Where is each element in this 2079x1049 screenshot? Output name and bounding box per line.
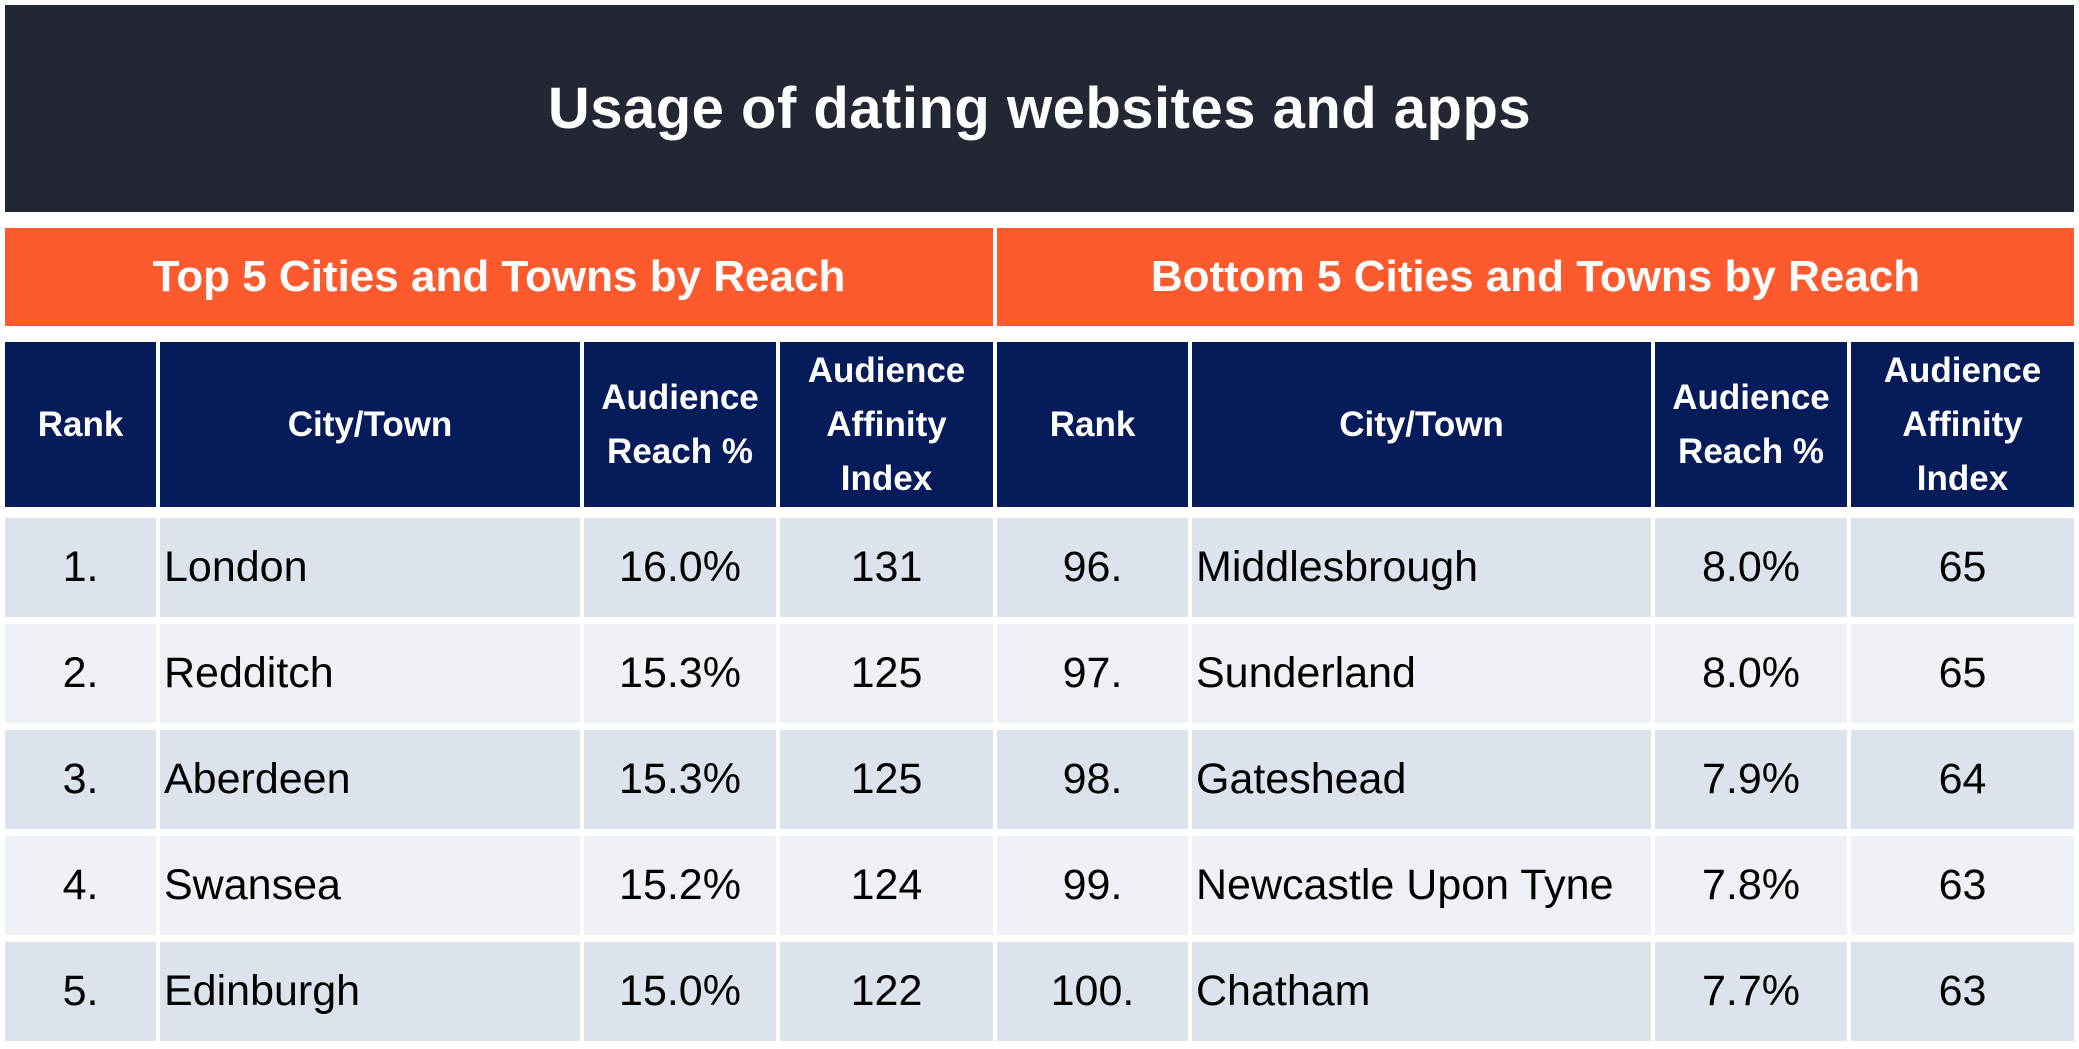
- table-title: Usage of dating websites and apps: [547, 76, 1532, 141]
- top-row-4-audience-reach: 15.2%: [584, 836, 776, 935]
- bottom-row-2-audience-reach: 8.0%: [1655, 624, 1847, 723]
- bottom-row-3-audience-affinity-index: 64: [1851, 730, 2074, 829]
- top-row-3-rank: 3.: [5, 730, 156, 829]
- bottom-row-5-audience-affinity-index: 63: [1851, 942, 2074, 1041]
- bottom-row-4-audience-reach: 7.8%: [1655, 836, 1847, 935]
- bottom-row-4-city-town: Newcastle Upon Tyne: [1192, 836, 1651, 935]
- top-row-5-rank: 5.: [5, 942, 156, 1041]
- top-row-5-audience-reach: 15.0%: [584, 942, 776, 1041]
- bottom-row-3-rank: 98.: [997, 730, 1188, 829]
- top-row-4-city-town: Swansea: [160, 836, 580, 935]
- top-row-3-audience-affinity-index: 125: [780, 730, 993, 829]
- bottom-row-1-audience-reach: 8.0%: [1655, 518, 1847, 617]
- top-row-3-city-town: Aberdeen: [160, 730, 580, 829]
- bottom-row-5-city-town: Chatham: [1192, 942, 1651, 1041]
- bottom-row-1-rank: 96.: [997, 518, 1188, 617]
- top-row-3-audience-reach: 15.3%: [584, 730, 776, 829]
- top-section-header: Top 5 Cities and Towns by Reach: [5, 228, 993, 326]
- bottom-column-header-rank: Rank: [997, 342, 1188, 507]
- top-row-1-audience-affinity-index: 131: [780, 518, 993, 617]
- bottom-row-2-rank: 97.: [997, 624, 1188, 723]
- bottom-row-5-rank: 100.: [997, 942, 1188, 1041]
- top-column-header-city-town: City/Town: [160, 342, 580, 507]
- bottom-row-2-audience-affinity-index: 65: [1851, 624, 2074, 723]
- top-row-2-audience-affinity-index: 125: [780, 624, 993, 723]
- top-row-1-audience-reach: 16.0%: [584, 518, 776, 617]
- bottom-row-4-rank: 99.: [997, 836, 1188, 935]
- bottom-row-3-audience-reach: 7.9%: [1655, 730, 1847, 829]
- bottom-column-header-audience-affinity-index: Audience Affinity Index: [1851, 342, 2074, 507]
- top-column-header-rank: Rank: [5, 342, 156, 507]
- bottom-row-2-city-town: Sunderland: [1192, 624, 1651, 723]
- bottom-column-header-city-town: City/Town: [1192, 342, 1651, 507]
- bottom-section-header: Bottom 5 Cities and Towns by Reach: [997, 228, 2074, 326]
- bottom-column-header-audience-reach: Audience Reach %: [1655, 342, 1847, 507]
- top-row-1-rank: 1.: [5, 518, 156, 617]
- top-column-header-audience-affinity-index: Audience Affinity Index: [780, 342, 993, 507]
- top-row-2-city-town: Redditch: [160, 624, 580, 723]
- top-row-2-rank: 2.: [5, 624, 156, 723]
- top-row-4-rank: 4.: [5, 836, 156, 935]
- bottom-row-4-audience-affinity-index: 63: [1851, 836, 2074, 935]
- bottom-row-3-city-town: Gateshead: [1192, 730, 1651, 829]
- bottom-row-1-city-town: Middlesbrough: [1192, 518, 1651, 617]
- top-column-header-audience-reach: Audience Reach %: [584, 342, 776, 507]
- bottom-row-1-audience-affinity-index: 65: [1851, 518, 2074, 617]
- top-row-4-audience-affinity-index: 124: [780, 836, 993, 935]
- top-row-2-audience-reach: 15.3%: [584, 624, 776, 723]
- bottom-row-5-audience-reach: 7.7%: [1655, 942, 1847, 1041]
- title-bar: Usage of dating websites and apps: [5, 5, 2074, 212]
- top-row-1-city-town: London: [160, 518, 580, 617]
- top-row-5-city-town: Edinburgh: [160, 942, 580, 1041]
- top-row-5-audience-affinity-index: 122: [780, 942, 993, 1041]
